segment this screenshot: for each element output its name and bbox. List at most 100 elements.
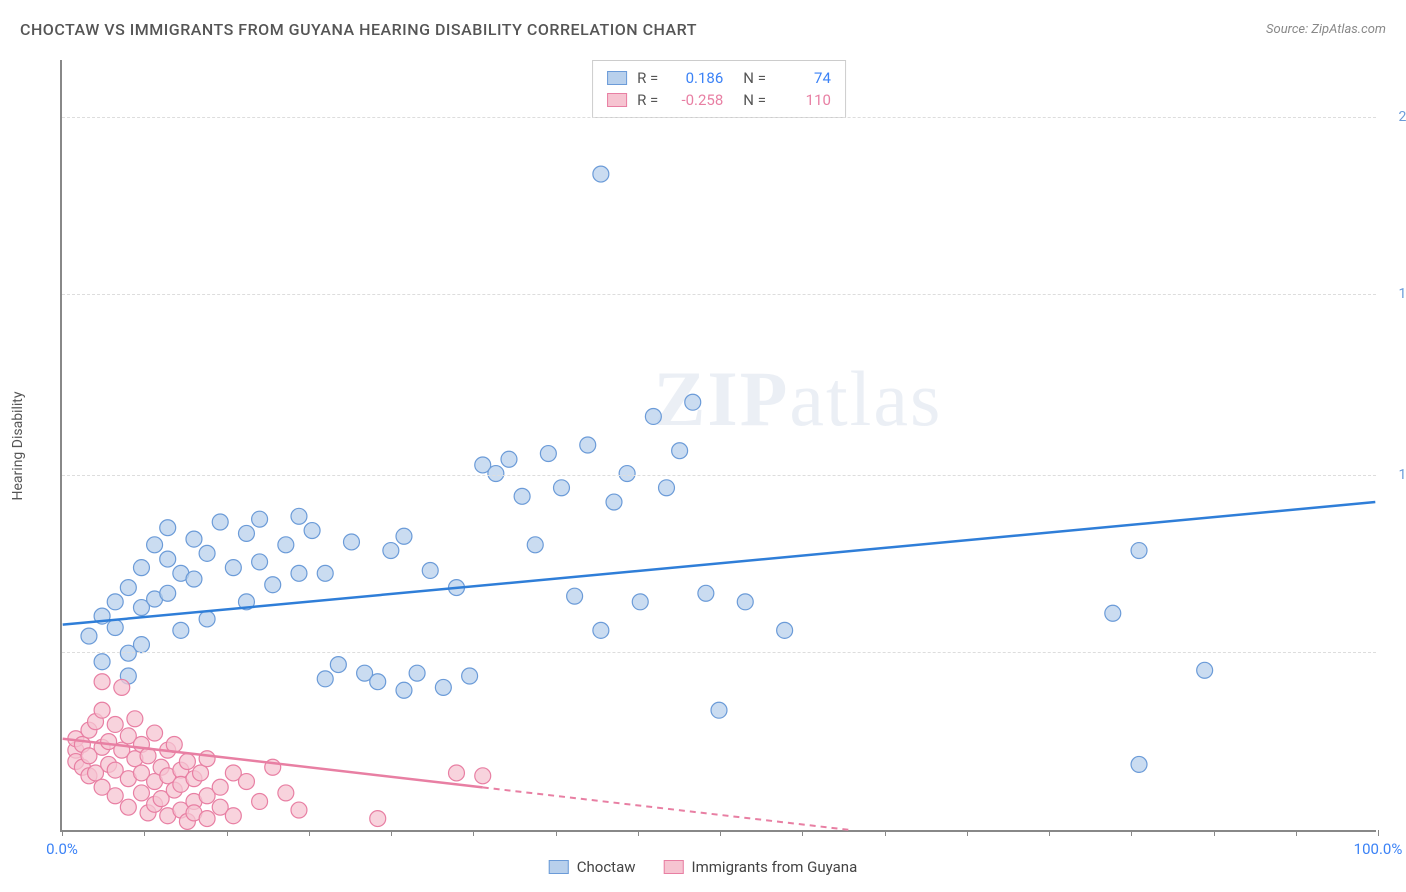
scatter-point — [147, 537, 163, 553]
scatter-point — [107, 788, 123, 804]
x-tick-label: 100.0% — [1354, 840, 1403, 858]
scatter-point — [645, 409, 661, 425]
x-tick — [1378, 830, 1379, 836]
scatter-point — [737, 594, 753, 610]
scatter-point — [212, 779, 228, 795]
scatter-point — [606, 494, 622, 510]
x-tick — [1131, 830, 1132, 836]
scatter-point — [1197, 662, 1213, 678]
scatter-point — [81, 628, 97, 644]
scatter-point — [127, 711, 143, 727]
legend-label: Immigrants from Guyana — [692, 858, 858, 876]
scatter-point — [685, 394, 701, 410]
scatter-point — [133, 560, 149, 576]
scatter-point — [291, 508, 307, 524]
legend-item: Choctaw — [549, 858, 636, 876]
scatter-point — [396, 682, 412, 698]
scatter-point — [488, 466, 504, 482]
scatter-point — [114, 679, 130, 695]
scatter-point — [94, 702, 110, 718]
scatter-point — [252, 511, 268, 527]
x-tick — [802, 830, 803, 836]
stat-r-value: -0.258 — [668, 91, 723, 109]
x-tick — [62, 830, 63, 836]
scatter-point — [383, 543, 399, 559]
chart-area: ZIPatlas R =0.186N =74R =-0.258N =110 6.… — [60, 60, 1376, 832]
legend-swatch — [549, 860, 569, 874]
scatter-point — [199, 611, 215, 627]
scatter-point — [160, 585, 176, 601]
scatter-point — [1131, 543, 1147, 559]
scatter-point — [475, 768, 491, 784]
scatter-point — [343, 534, 359, 550]
y-tick-label: 6.3% — [1381, 644, 1406, 660]
scatter-point — [265, 577, 281, 593]
scatter-point — [462, 668, 478, 684]
scatter-point — [672, 443, 688, 459]
x-tick — [1296, 830, 1297, 836]
stat-n-value: 74 — [776, 69, 831, 87]
scatter-point — [593, 166, 609, 182]
scatter-point — [409, 665, 425, 681]
source-label: Source: ZipAtlas.com — [1266, 22, 1386, 37]
legend-label: Choctaw — [577, 858, 636, 876]
scatter-point — [580, 437, 596, 453]
x-tick — [1049, 830, 1050, 836]
scatter-point — [659, 480, 675, 496]
y-tick-label: 25.0% — [1381, 109, 1406, 125]
scatter-point — [252, 554, 268, 570]
scatter-point — [186, 571, 202, 587]
scatter-point — [396, 528, 412, 544]
scatter-point — [278, 537, 294, 553]
scatter-point — [107, 620, 123, 636]
plot-svg — [62, 60, 1376, 830]
scatter-point — [304, 523, 320, 539]
scatter-point — [291, 802, 307, 818]
stat-label: N = — [743, 69, 766, 87]
x-tick — [1214, 830, 1215, 836]
scatter-point — [160, 520, 176, 536]
legend-swatch — [607, 93, 627, 107]
scatter-point — [422, 563, 438, 579]
scatter-point — [449, 765, 465, 781]
scatter-point — [186, 531, 202, 547]
scatter-point — [554, 480, 570, 496]
stats-row: R =0.186N =74 — [607, 67, 831, 89]
scatter-point — [120, 580, 136, 596]
legend-swatch — [607, 71, 627, 85]
scatter-point — [193, 765, 209, 781]
scatter-point — [199, 811, 215, 827]
scatter-point — [1131, 756, 1147, 772]
scatter-point — [698, 585, 714, 601]
x-tick-label: 0.0% — [46, 840, 78, 858]
scatter-point — [567, 588, 583, 604]
scatter-point — [94, 654, 110, 670]
scatter-point — [514, 488, 530, 504]
scatter-point — [501, 451, 517, 467]
scatter-point — [238, 774, 254, 790]
scatter-point — [225, 808, 241, 824]
scatter-point — [120, 799, 136, 815]
x-tick — [720, 830, 721, 836]
scatter-point — [133, 785, 149, 801]
y-axis-label: Hearing Disability — [10, 392, 26, 501]
stat-label: N = — [743, 91, 766, 109]
x-tick — [885, 830, 886, 836]
y-tick-label: 18.8% — [1381, 286, 1406, 302]
scatter-point — [147, 725, 163, 741]
x-tick — [391, 830, 392, 836]
stats-legend: R =0.186N =74R =-0.258N =110 — [592, 60, 846, 118]
scatter-point — [179, 754, 195, 770]
scatter-point — [199, 751, 215, 767]
title-bar: CHOCTAW VS IMMIGRANTS FROM GUYANA HEARIN… — [20, 20, 1386, 39]
scatter-point — [199, 545, 215, 561]
legend-item: Immigrants from Guyana — [664, 858, 858, 876]
x-tick — [473, 830, 474, 836]
x-tick — [556, 830, 557, 836]
scatter-point — [225, 560, 241, 576]
scatter-point — [711, 702, 727, 718]
bottom-legend: Choctaw Immigrants from Guyana — [549, 858, 858, 876]
scatter-point — [317, 565, 333, 581]
grid-line — [62, 117, 1376, 118]
scatter-point — [435, 679, 451, 695]
